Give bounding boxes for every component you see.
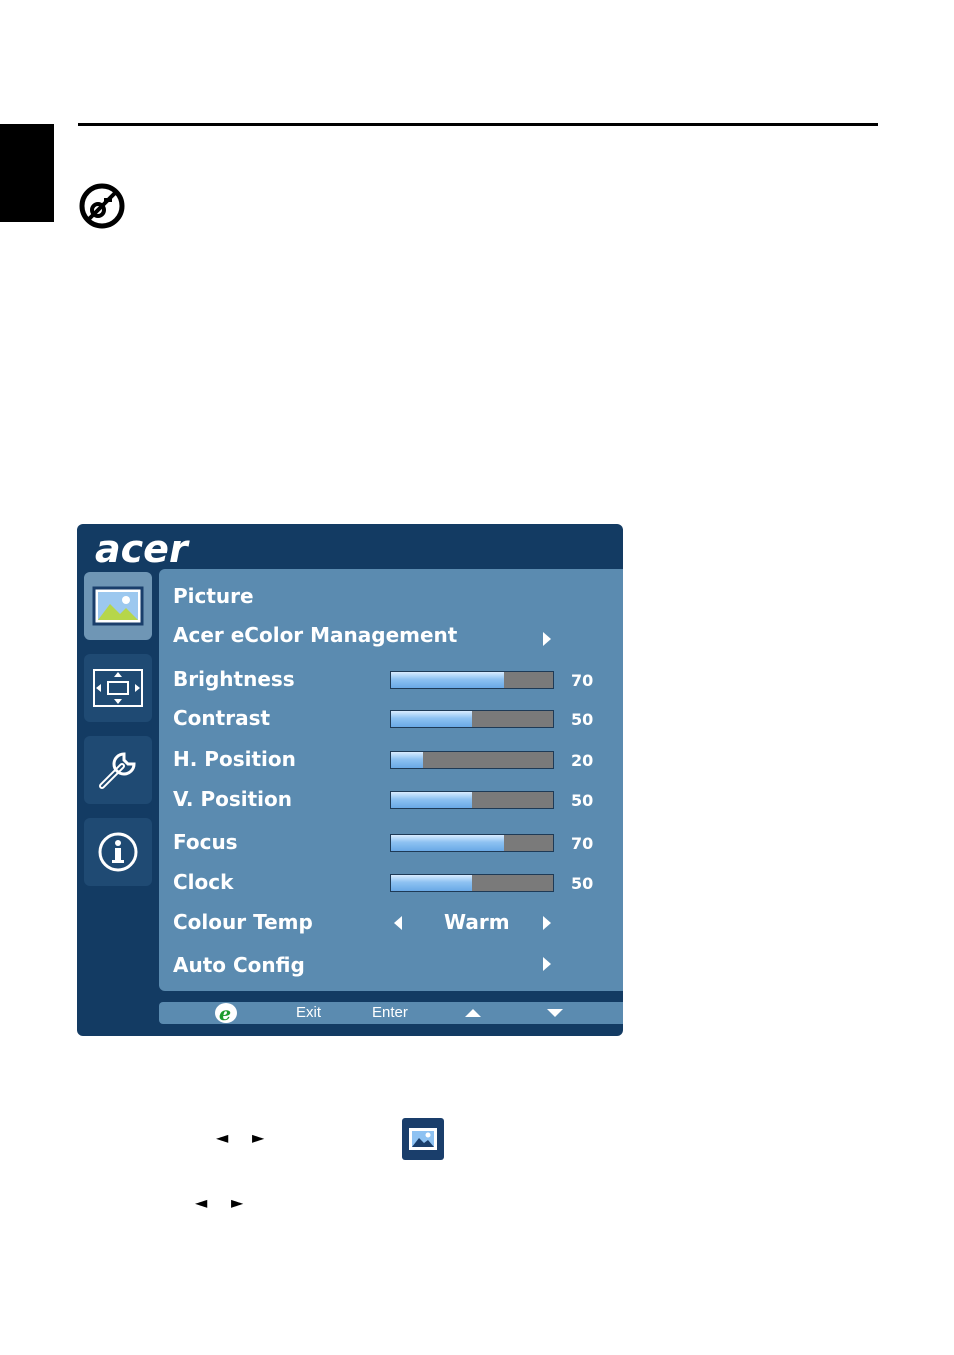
info-icon [98,832,138,872]
auto-config-item[interactable]: Auto Config [173,953,305,977]
setting-label[interactable]: Brightness [173,667,295,691]
ecolor-arrow-icon[interactable] [543,632,551,646]
side-tab [0,124,54,222]
down-arrow-icon[interactable] [547,1009,563,1017]
setting-slider[interactable] [390,671,554,689]
osd-footer: e Exit Enter [159,1002,623,1024]
right-key-icon-2: ► [231,1193,244,1212]
e-key-icon[interactable]: e [214,1002,238,1024]
setting-slider[interactable] [390,710,554,728]
setting-value: 50 [571,791,594,810]
position-icon [93,669,143,707]
colour-temp-right-icon[interactable] [543,916,551,930]
right-key-icon: ► [252,1128,265,1147]
setting-slider[interactable] [390,791,554,809]
setting-label[interactable]: Focus [173,830,238,854]
setting-value: 20 [571,751,594,770]
left-key-icon: ◄ [216,1128,229,1147]
setting-slider-fill [391,672,505,688]
setting-slider[interactable] [390,874,554,892]
svg-text:e: e [219,1003,231,1024]
header-rule [78,123,878,126]
up-arrow-icon[interactable] [465,1009,481,1017]
setting-label[interactable]: Clock [173,870,234,894]
setting-label[interactable]: H. Position [173,747,296,771]
exit-button[interactable]: Exit [296,1004,322,1021]
osd-menu-panel: Picture Acer eColor Management Brightnes… [159,569,623,991]
nav-settings[interactable] [84,736,152,804]
colour-temp-label: Colour Temp [173,910,313,934]
nav-position[interactable] [84,654,152,722]
menu-title: Picture [173,584,254,608]
picture-icon [92,586,144,626]
setting-slider-fill [391,711,472,727]
setting-slider-fill [391,752,424,768]
osd-window: acer [77,524,623,1036]
setting-value: 70 [571,671,594,690]
setting-slider[interactable] [390,751,554,769]
nav-info[interactable] [84,818,152,886]
auto-config-arrow-icon[interactable] [543,957,551,971]
setting-slider-fill [391,792,472,808]
left-key-icon-2: ◄ [195,1193,208,1212]
note-icon [79,183,125,229]
nav-picture[interactable] [84,572,152,640]
ecolor-item[interactable]: Acer eColor Management [173,623,458,647]
setting-label[interactable]: V. Position [173,787,293,811]
wrench-icon [99,752,136,789]
svg-text:acer: acer [95,527,190,570]
setting-label[interactable]: Contrast [173,706,271,730]
setting-value: 50 [571,710,594,729]
setting-value: 50 [571,874,594,893]
setting-slider-fill [391,875,472,891]
picture-button-icon [402,1118,444,1160]
enter-button[interactable]: Enter [372,1004,408,1021]
setting-slider-fill [391,835,505,851]
colour-temp-value: Warm [444,910,510,934]
acer-logo: acer [95,527,190,570]
setting-slider[interactable] [390,834,554,852]
colour-temp-left-icon[interactable] [394,916,402,930]
setting-value: 70 [571,834,594,853]
